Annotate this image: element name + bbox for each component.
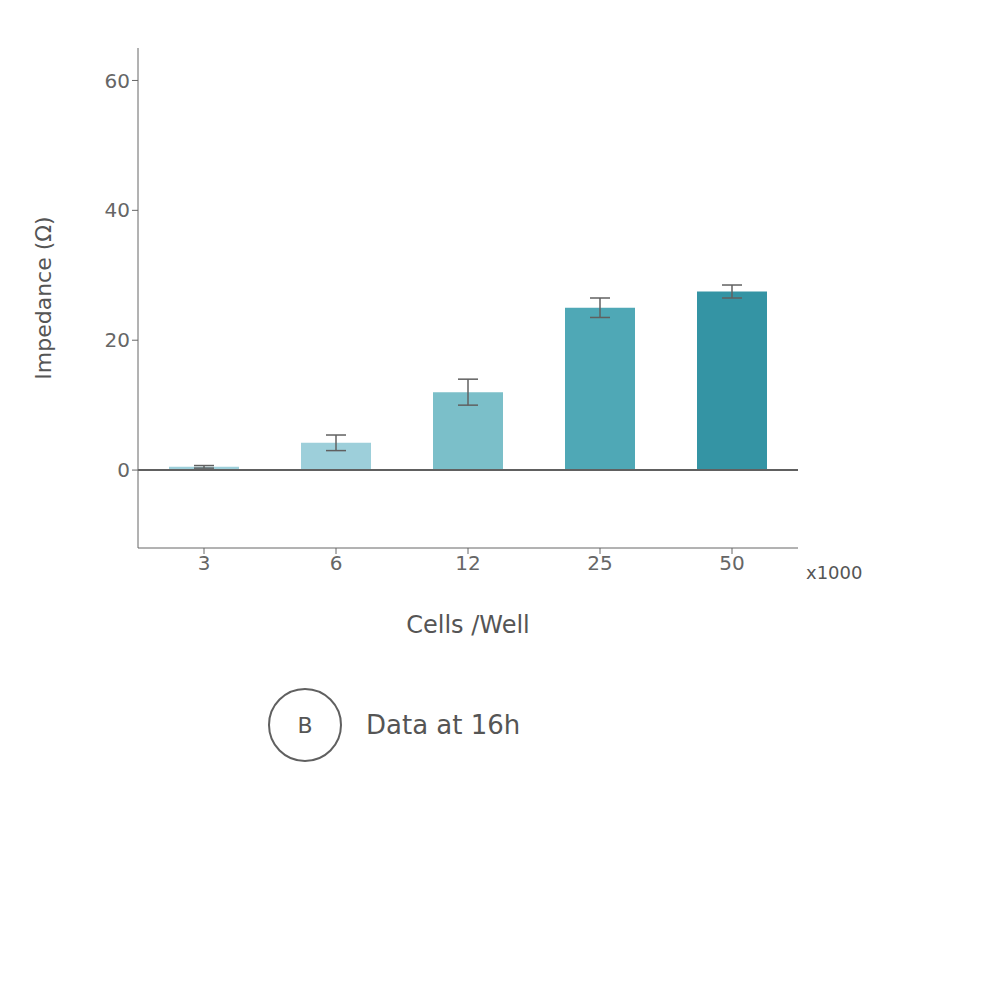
svg-text:12: 12 [455,551,480,575]
html-text:x1000: x1000 [806,562,863,583]
svg-text:6: 6 [330,551,343,575]
svg-text:25: 25 [587,551,612,575]
svg-text:0: 0 [117,458,130,482]
svg-text:60: 60 [105,69,130,93]
svg-text:40: 40 [105,198,130,222]
svg-text:50: 50 [719,551,744,575]
html-text:B: B [297,712,313,738]
svg-text:20: 20 [105,328,130,352]
html-text:Data at 16h: Data at 16h [366,710,521,740]
svg-text:3: 3 [198,551,211,575]
svg-text:Impedance (Ω): Impedance (Ω) [31,216,56,379]
svg-text:Cells /Well: Cells /Well [406,611,530,639]
